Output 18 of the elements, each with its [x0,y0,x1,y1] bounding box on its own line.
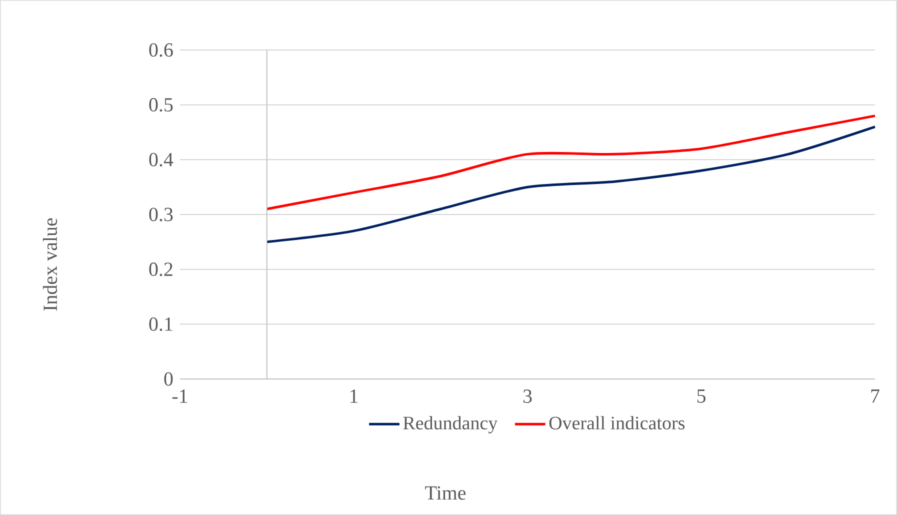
y-tick-label: 0.3 [149,208,173,222]
y-tick-label: 0 [164,372,173,386]
x-tick-label: 3 [523,390,532,403]
x-tick-label: 5 [697,390,706,403]
y-tick-label: 0.5 [149,98,173,112]
x-tick-label: 7 [871,390,880,403]
line-series [266,114,876,210]
x-tick-label: 1 [350,390,358,403]
x-tick-label: -1 [172,390,188,403]
line-series [266,126,876,244]
legend-label: Redundancy [403,416,498,434]
y-tick-label: 0.6 [149,43,173,57]
y-tick-label: 0.4 [149,152,174,166]
x-axis-title: Time [425,486,466,500]
y-tick-label: 0.2 [149,262,172,276]
y-axis-title: Index value [42,218,58,311]
y-tick-label: 0.1 [149,317,172,331]
legend-label: Overall indicators [549,416,685,430]
